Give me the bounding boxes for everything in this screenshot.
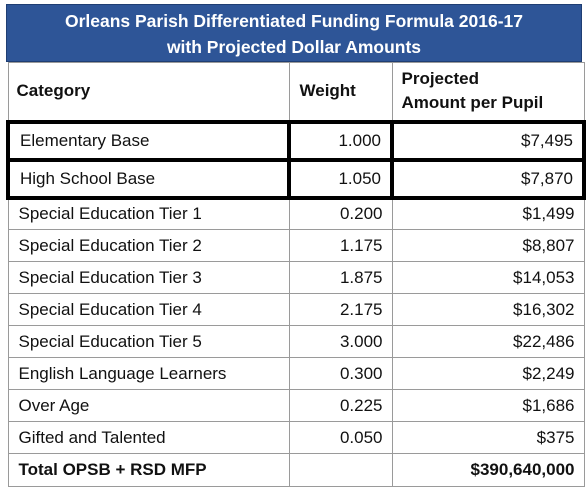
total-weight-empty <box>288 453 393 487</box>
cell-weight: 0.300 <box>288 357 393 390</box>
table-row: High School Base 1.050 $7,870 <box>6 157 586 200</box>
table-header-row: Category Weight Projected Amount per Pup… <box>7 62 585 122</box>
cell-amount: $1,686 <box>391 389 585 422</box>
table-body: Elementary Base 1.000 $7,495 High School Ba… <box>6 119 586 487</box>
cell-category: High School Base <box>6 157 291 200</box>
cell-amount: $22,486 <box>391 325 585 358</box>
table-row: Special Education Tier 4 2.175 $16,302 <box>7 293 585 326</box>
header-amount-line-1: Projected <box>401 69 479 89</box>
cell-weight: 1.175 <box>288 229 393 262</box>
cell-category: Over Age <box>7 389 290 422</box>
table-row: Elementary Base 1.000 $7,495 <box>6 119 586 162</box>
cell-amount: $1,499 <box>391 197 585 230</box>
cell-weight: 3.000 <box>288 325 393 358</box>
table-row: Special Education Tier 1 0.200 $1,499 <box>7 197 585 230</box>
total-amount: $390,640,000 <box>391 453 585 487</box>
total-label: Total OPSB + RSD MFP <box>7 453 290 487</box>
cell-amount: $14,053 <box>391 261 585 294</box>
cell-weight: 0.050 <box>288 421 393 454</box>
cell-amount: $375 <box>391 421 585 454</box>
header-weight: Weight <box>288 62 393 122</box>
cell-weight: 1.000 <box>287 119 394 162</box>
cell-category: Special Education Tier 4 <box>7 293 290 326</box>
header-amount-line-2: Amount per Pupil <box>401 93 544 113</box>
funding-formula-document: Orleans Parish Differentiated Funding Fo… <box>6 4 586 487</box>
cell-category: Special Education Tier 5 <box>7 325 290 358</box>
cell-weight: 1.050 <box>287 157 394 200</box>
cell-category: English Language Learners <box>7 357 290 390</box>
cell-category: Special Education Tier 3 <box>7 261 290 294</box>
total-row: Total OPSB + RSD MFP $390,640,000 <box>7 453 585 487</box>
cell-amount: $7,870 <box>390 157 586 200</box>
header-category: Category <box>7 62 290 122</box>
cell-amount: $2,249 <box>391 357 585 390</box>
cell-category: Special Education Tier 2 <box>7 229 290 262</box>
cell-amount: $7,495 <box>390 119 586 162</box>
table-row: Gifted and Talented 0.050 $375 <box>7 421 585 454</box>
table-row: Special Education Tier 3 1.875 $14,053 <box>7 261 585 294</box>
table-title: Orleans Parish Differentiated Funding Fo… <box>6 4 582 62</box>
cell-amount: $16,302 <box>391 293 585 326</box>
cell-weight: 0.200 <box>288 197 393 230</box>
cell-weight: 0.225 <box>288 389 393 422</box>
table-row: English Language Learners 0.300 $2,249 <box>7 357 585 390</box>
title-line-2: with Projected Dollar Amounts <box>166 37 422 57</box>
title-line-1: Orleans Parish Differentiated Funding Fo… <box>64 11 524 31</box>
cell-category: Special Education Tier 1 <box>7 197 290 230</box>
cell-category: Elementary Base <box>6 119 291 162</box>
cell-category: Gifted and Talented <box>7 421 290 454</box>
cell-weight: 2.175 <box>288 293 393 326</box>
cell-amount: $8,807 <box>391 229 585 262</box>
funding-table: Category Weight Projected Amount per Pup… <box>6 62 586 487</box>
table-row: Over Age 0.225 $1,686 <box>7 389 585 422</box>
cell-weight: 1.875 <box>288 261 393 294</box>
header-amount: Projected Amount per Pupil <box>391 62 585 122</box>
table-row: Special Education Tier 2 1.175 $8,807 <box>7 229 585 262</box>
table-row: Special Education Tier 5 3.000 $22,486 <box>7 325 585 358</box>
